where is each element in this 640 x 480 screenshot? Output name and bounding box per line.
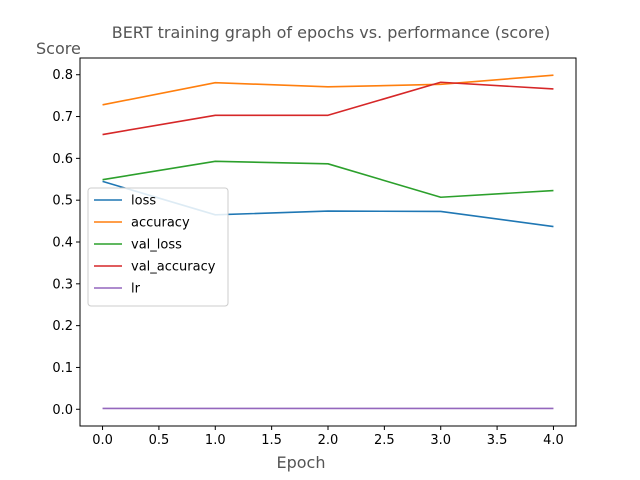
legend-label-accuracy: accuracy bbox=[131, 216, 190, 231]
x-tick-label: 0.0 bbox=[92, 433, 113, 448]
y-tick-label: 0.2 bbox=[52, 319, 73, 334]
y-tick-label: 0.5 bbox=[52, 194, 73, 209]
series-line-val-accuracy bbox=[102, 81, 554, 136]
legend-label-lr: lr bbox=[131, 282, 141, 297]
chart-title: BERT training graph of epochs vs. perfor… bbox=[112, 23, 551, 42]
y-tick-label: 0.6 bbox=[52, 152, 73, 167]
legend-label-val-loss: val_loss bbox=[131, 238, 182, 253]
x-tick-label: 3.0 bbox=[430, 433, 451, 448]
y-tick-label: 0.3 bbox=[52, 277, 73, 292]
legend-label-val-accuracy: val_accuracy bbox=[131, 260, 216, 275]
y-tick-label: 0.1 bbox=[52, 361, 73, 376]
x-tick-label: 2.0 bbox=[318, 433, 339, 448]
y-axis-label: Score bbox=[36, 39, 81, 58]
y-tick-label: 0.0 bbox=[52, 403, 73, 418]
legend-label-loss: loss bbox=[131, 194, 156, 209]
y-tick-label: 0.8 bbox=[52, 68, 73, 83]
series-line-accuracy bbox=[102, 74, 554, 106]
x-tick-label: 4.0 bbox=[543, 433, 564, 448]
x-tick-label: 3.5 bbox=[487, 433, 508, 448]
y-tick-label: 0.7 bbox=[52, 110, 73, 125]
x-tick-label: 1.0 bbox=[205, 433, 226, 448]
x-tick-label: 0.5 bbox=[149, 433, 170, 448]
x-axis-label: Epoch bbox=[277, 453, 326, 472]
series-line-val-loss bbox=[102, 160, 554, 199]
legend-box bbox=[87, 187, 229, 307]
x-tick-label: 2.5 bbox=[374, 433, 395, 448]
y-tick-label: 0.4 bbox=[52, 236, 73, 251]
x-tick-label: 1.5 bbox=[261, 433, 282, 448]
